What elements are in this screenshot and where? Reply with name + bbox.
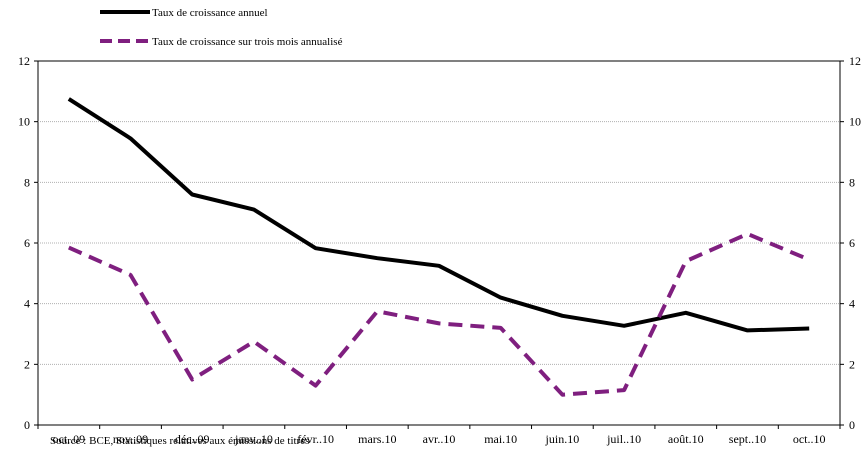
legend-label-quarterly: Taux de croissance sur trois mois annual…	[152, 36, 343, 48]
x-tick-label: nov..09	[113, 432, 148, 446]
x-axis: oct..09 nov..09 déc..09 janv..10 févr..10 mar…	[37, 425, 841, 446]
y-axis-left: 0 2 4 6 8 10 12	[18, 54, 38, 432]
y-tick-label-left: 10	[18, 115, 30, 129]
y-axis-right: 0 2 4 6 8 10 12	[840, 54, 861, 432]
source-note: Source : BCE, Statistiques relatives aux…	[50, 435, 309, 447]
y-tick-label-right: 12	[849, 54, 861, 68]
x-tick-label: août.10	[668, 432, 704, 446]
x-tick-label: oct..10	[793, 432, 826, 446]
y-tick-label-right: 0	[849, 418, 855, 432]
x-tick-label: oct..09	[53, 432, 86, 446]
gridlines	[38, 121, 840, 365]
y-tick-label-left: 2	[24, 357, 30, 371]
y-tick-label-left: 4	[24, 297, 30, 311]
x-tick-label: janv..10	[234, 432, 273, 446]
y-tick-label-left: 0	[24, 418, 30, 432]
y-tick-label-right: 10	[849, 115, 861, 129]
y-tick-label-left: 6	[24, 236, 30, 250]
x-tick-label: mars.10	[358, 432, 396, 446]
legend: Taux de croissance annuel Taux de croiss…	[100, 7, 343, 48]
y-tick-label-right: 4	[849, 297, 855, 311]
x-tick-label: juin.10	[545, 432, 580, 446]
y-tick-label-left: 8	[24, 175, 30, 189]
x-tick-label: avr..10	[423, 432, 456, 446]
y-tick-label-left: 12	[18, 54, 30, 68]
y-tick-label-right: 2	[849, 357, 855, 371]
legend-label-annual: Taux de croissance annuel	[152, 7, 268, 19]
x-tick-label: sept..10	[729, 432, 766, 446]
y-tick-label-right: 8	[849, 175, 855, 189]
x-tick-label: déc..09	[175, 432, 210, 446]
series-lines	[67, 97, 810, 397]
x-tick-label: juil..10	[606, 432, 641, 446]
x-tick-label: mai.10	[484, 432, 517, 446]
y-tick-label-right: 6	[849, 236, 855, 250]
x-tick-label: févr..10	[297, 432, 334, 446]
